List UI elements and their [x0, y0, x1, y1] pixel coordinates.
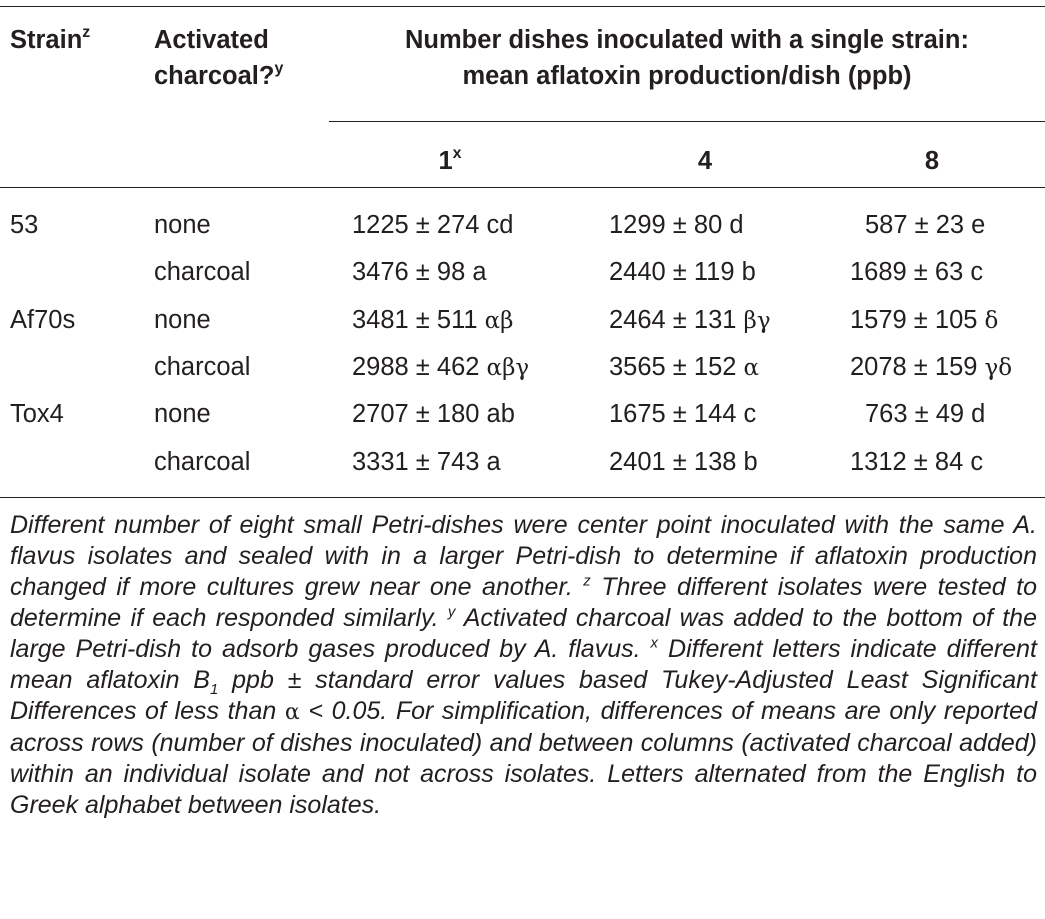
cell-activated: charcoal [154, 353, 251, 381]
cell-value: 2988 ± 462 αβγ [352, 353, 530, 381]
cell-value: 2440 ± 119 b [609, 258, 756, 286]
cell-value: 587 ± 23 e [865, 211, 986, 239]
cell-value: 1689 ± 63 c [850, 258, 984, 286]
header-col-4: 4 [697, 147, 713, 175]
header-strain: Strainz [10, 23, 91, 54]
cell-activated: none [154, 211, 211, 239]
cell-strain: 53 [10, 211, 39, 239]
cell-activated: none [154, 306, 211, 334]
cell-value: 2464 ± 131 βγ [609, 306, 771, 334]
cell-value: 763 ± 49 d [865, 400, 986, 428]
table-footnote: Different number of eight small Petri-di… [10, 511, 1038, 819]
header-rule [0, 187, 1045, 188]
header-activated-charcoal: Activated charcoal?y [154, 26, 284, 90]
cell-value: 3481 ± 511 αβ [352, 306, 514, 334]
cell-value: 1675 ± 144 c [609, 400, 757, 428]
cell-value: 2401 ± 138 b [609, 448, 758, 476]
cell-strain: Af70s [10, 306, 76, 334]
subheader-rule [329, 121, 1045, 122]
cell-value: 2707 ± 180 ab [352, 400, 515, 428]
cell-value: 3476 ± 98 a [352, 258, 487, 286]
top-rule [0, 6, 1045, 7]
cell-value: 2078 ± 159 γδ [850, 353, 1013, 381]
cell-activated: charcoal [154, 448, 251, 476]
header-number-dishes: Number dishes inoculated with a single s… [405, 26, 969, 90]
cell-value: 1225 ± 274 cd [352, 211, 514, 239]
cell-value: 1299 ± 80 d [609, 211, 744, 239]
cell-value: 1579 ± 105 δ [850, 306, 999, 334]
header-col-8: 8 [924, 147, 940, 175]
cell-value: 3565 ± 152 α [609, 353, 760, 381]
bottom-rule [0, 497, 1045, 498]
cell-strain: Tox4 [10, 400, 64, 428]
cell-activated: charcoal [154, 258, 251, 286]
cell-activated: none [154, 400, 211, 428]
header-col-1: 1x [438, 144, 462, 175]
cell-value: 1312 ± 84 c [850, 448, 984, 476]
cell-value: 3331 ± 743 a [352, 448, 501, 476]
